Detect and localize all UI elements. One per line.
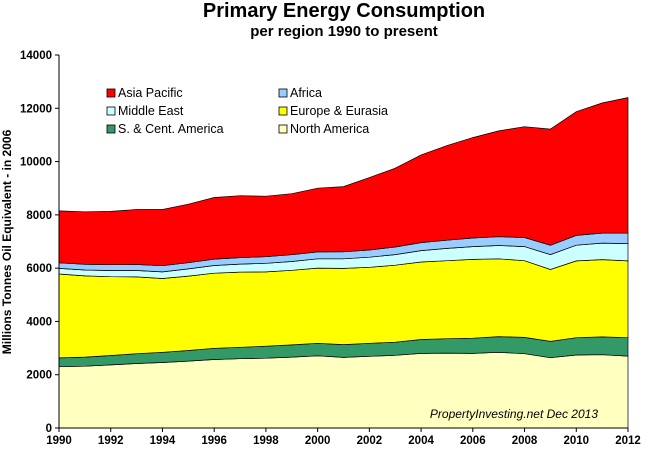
legend-item-asia-pacific: Asia Pacific — [106, 86, 183, 100]
x-tick-label: 2000 — [305, 435, 331, 447]
x-tick-label: 2006 — [460, 435, 486, 447]
x-tick-label: 2008 — [512, 435, 538, 447]
chart-subtitle: per region 1990 to present — [250, 23, 438, 40]
legend-item-north-america: North America — [278, 122, 369, 136]
legend-swatch — [106, 106, 116, 116]
y-tick-label: 2000 — [26, 370, 52, 382]
axes-group: 0 2000 4000 6000 8000 10000 12000 14000 1990 1992… — [20, 50, 641, 447]
legend-item-s-cent-america: S. & Cent. America — [106, 122, 224, 136]
legend-label: S. & Cent. America — [118, 122, 224, 136]
legend-swatch — [106, 88, 116, 98]
y-tick-label: 14000 — [20, 50, 52, 62]
x-tick-label: 2004 — [408, 435, 434, 447]
legend: Asia Pacific Africa Middle East Europe & Eu… — [106, 86, 388, 136]
legend-item-middle-east: Middle East — [106, 104, 184, 118]
x-tick-label: 1990 — [46, 435, 72, 447]
y-tick-label: 10000 — [20, 157, 52, 169]
legend-swatch — [278, 88, 288, 98]
x-tick-label: 2012 — [615, 435, 641, 447]
source-annotation: PropertyInvesting.net Dec 2013 — [430, 407, 598, 421]
x-tick-label: 1998 — [253, 435, 279, 447]
y-tick-label: 0 — [46, 423, 52, 435]
area-asia-pacific — [58, 97, 629, 267]
legend-label: Middle East — [118, 104, 184, 118]
area-series-group — [58, 97, 629, 429]
y-tick-label: 4000 — [26, 316, 52, 328]
x-tick-label: 2010 — [563, 435, 589, 447]
y-tick-label: 12000 — [20, 103, 52, 115]
legend-swatch — [278, 106, 288, 116]
x-tick-label: 1996 — [201, 435, 227, 447]
y-axis-label: Millions Tonnes Oil Equivalent - in 2006 — [0, 129, 14, 354]
legend-label: Africa — [290, 86, 322, 100]
y-tick-label: 6000 — [26, 263, 52, 275]
legend-item-africa: Africa — [278, 86, 322, 100]
y-tick-label: 8000 — [26, 210, 52, 222]
legend-label: Asia Pacific — [118, 86, 183, 100]
legend-label: Europe & Eurasia — [290, 104, 388, 118]
x-tick-label: 1992 — [98, 435, 124, 447]
chart-title: Primary Energy Consumption — [203, 0, 485, 22]
x-tick-label: 1994 — [150, 435, 176, 447]
legend-label: North America — [290, 122, 369, 136]
legend-swatch — [278, 124, 288, 134]
x-tick-label: 2002 — [357, 435, 383, 447]
legend-item-europe-eurasia: Europe & Eurasia — [278, 104, 388, 118]
legend-swatch — [106, 124, 116, 134]
